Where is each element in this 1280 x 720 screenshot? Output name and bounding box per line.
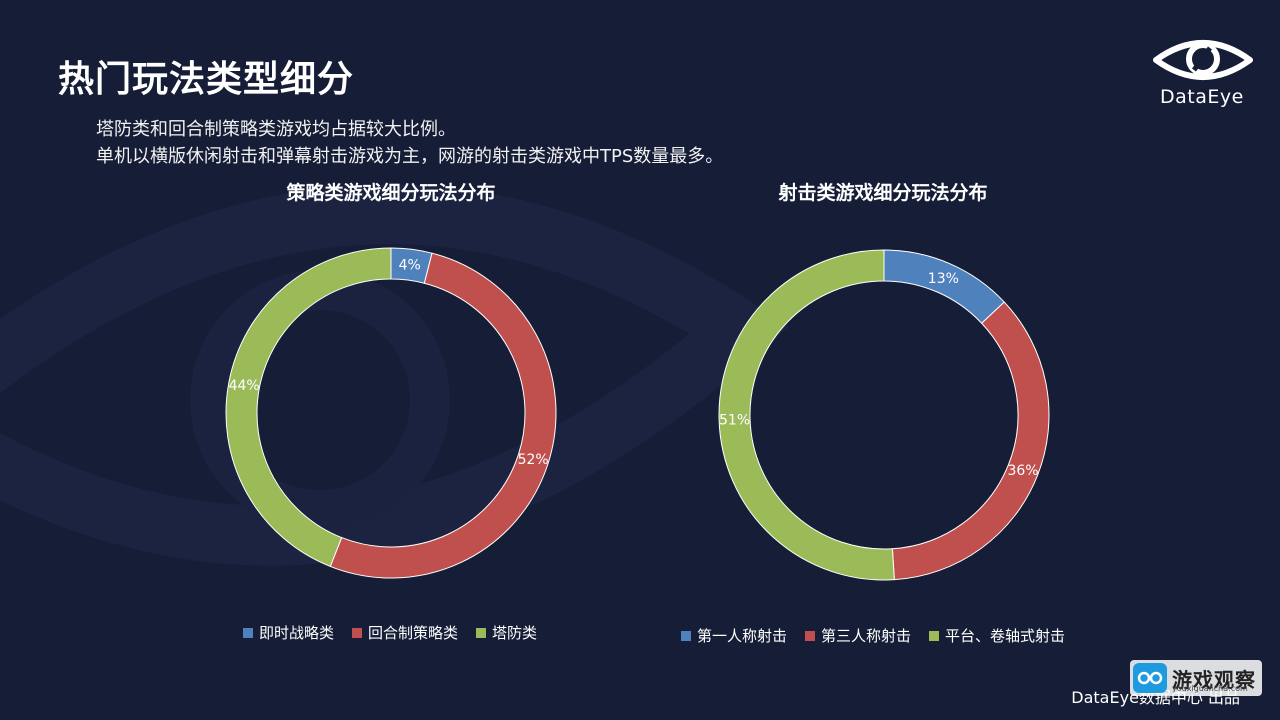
chart-title-shooter: 射击类游戏细分玩法分布	[778, 182, 988, 204]
legend-item: 平台、卷轴式射击	[929, 625, 1065, 646]
legend-strategy: 即时战略类 回合制策略类 塔防类	[243, 622, 537, 643]
watermark-name: 游戏观察	[1172, 667, 1256, 692]
legend-swatch	[681, 630, 691, 641]
donut-slice	[891, 301, 1050, 581]
legend-swatch	[929, 630, 940, 641]
legend-swatch	[805, 630, 816, 641]
legend-item: 回合制策略类	[352, 622, 458, 643]
legend-item: 塔防类	[476, 622, 537, 643]
legend-label: 第一人称射击	[697, 627, 788, 645]
slice-label: 4%	[399, 258, 421, 274]
eye-logo-icon	[1153, 40, 1253, 80]
watermark-url: youxiguancha.com	[1172, 684, 1248, 693]
legend-item: 第一人称射击	[681, 625, 787, 646]
subtitle-line: 单机以横版休闲射击和弹幕射击游戏为主，网游的射击类游戏中TPS数量最多。	[96, 146, 724, 167]
legend-label: 平台、卷轴式射击	[945, 627, 1066, 645]
page-subtitle: 塔防类和回合制策略类游戏均占据较大比例。 单机以横版休闲射击和弹幕射击游戏为主，…	[96, 116, 723, 170]
legend-swatch	[352, 627, 363, 638]
legend-shooter: 第一人称射击 第三人称射击 平台、卷轴式射击	[681, 625, 1065, 646]
slice-label: 44%	[229, 378, 260, 394]
legend-label: 塔防类	[492, 624, 538, 642]
slice-label: 13%	[928, 271, 959, 287]
donut-slice	[225, 247, 392, 568]
legend-label: 回合制策略类	[368, 624, 459, 642]
donut-chart-shooter: 13% 36% 51%	[718, 249, 1050, 581]
page-title: 热门玩法类型细分	[58, 59, 355, 100]
watermark-badge-icon	[1133, 663, 1167, 693]
legend-item: 即时战略类	[243, 622, 334, 643]
legend-label: 第三人称射击	[821, 627, 912, 645]
slice-label: 52%	[518, 452, 549, 468]
legend-label: 即时战略类	[259, 624, 335, 642]
chart-title-strategy: 策略类游戏细分玩法分布	[286, 182, 496, 204]
legend-swatch	[243, 627, 253, 638]
donut-chart-strategy: 4% 52% 44%	[225, 247, 557, 579]
donut-slice	[329, 252, 557, 579]
legend-swatch	[476, 627, 487, 638]
slice-label: 36%	[1007, 463, 1038, 479]
subtitle-line: 塔防类和回合制策略类游戏均占据较大比例。	[96, 119, 456, 140]
logo-text: DataEye	[1160, 86, 1244, 108]
slice-label: 51%	[719, 413, 750, 429]
watermark: 游戏观察 youxiguancha.com	[1130, 660, 1262, 696]
legend-item: 第三人称射击	[805, 625, 911, 646]
donut-slice	[718, 249, 895, 581]
